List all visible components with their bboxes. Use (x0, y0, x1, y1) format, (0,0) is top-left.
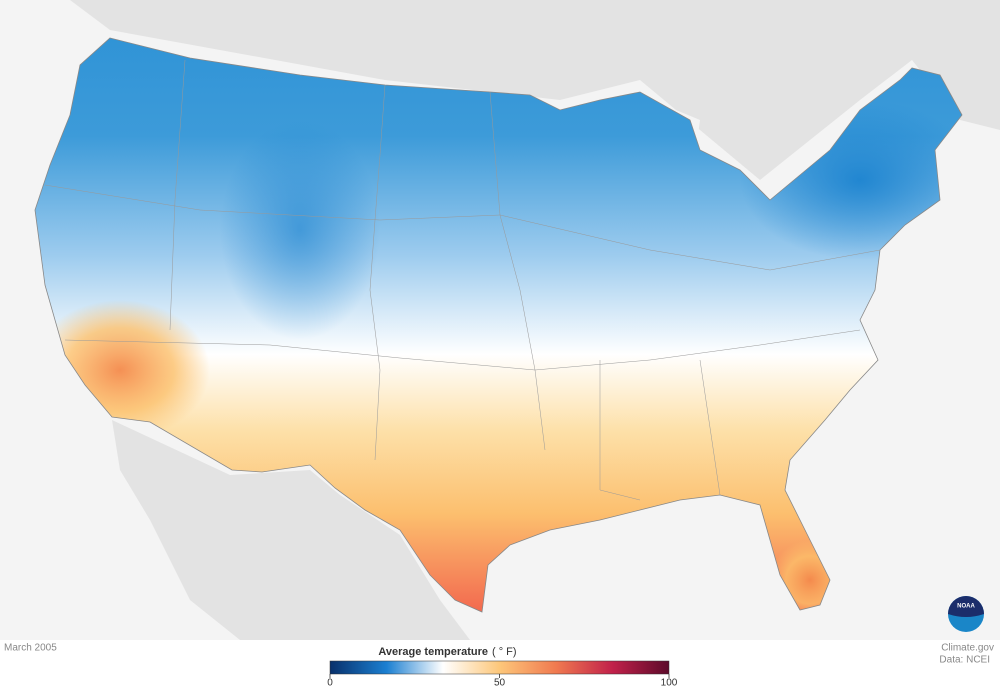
credit-data: Data: NCEI (939, 655, 990, 666)
tick-label: 100 (661, 678, 678, 689)
mexico (112, 420, 470, 640)
state-border (369, 84, 386, 461)
state-border (64, 329, 861, 371)
state-border (599, 359, 721, 501)
legend-unit: ( ° F) (492, 646, 517, 658)
canada (60, 0, 1000, 180)
date-label: March 2005 (4, 643, 57, 654)
tick-label: 0 (327, 678, 333, 689)
color-bar (329, 660, 670, 675)
state-border (489, 91, 546, 451)
state-border (169, 59, 186, 331)
state-border (44, 184, 881, 271)
cold-region (220, 120, 380, 340)
logo-top (948, 596, 984, 617)
state-borders (44, 59, 881, 501)
logo-text: NOAA (957, 604, 975, 610)
tick-label: 50 (494, 678, 506, 689)
noaa-logo: NOAA (948, 596, 984, 632)
legend-ticks: 0 50 100 (327, 674, 678, 689)
legend-title: Average temperature (378, 646, 488, 658)
credit-site: Climate.gov (941, 643, 994, 654)
